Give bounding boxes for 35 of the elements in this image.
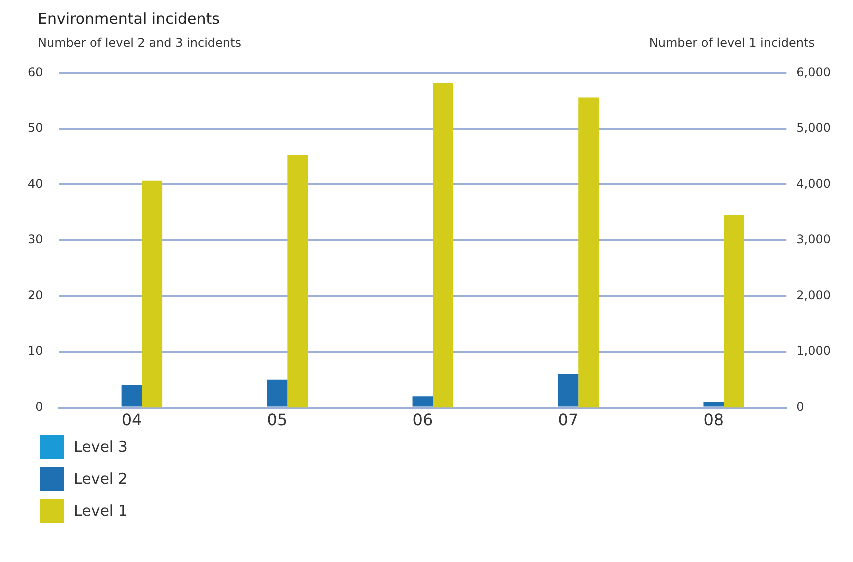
y-tick-label: 40	[28, 176, 44, 191]
y-axis-title: Number of level 2 and 3 incidents	[38, 36, 242, 50]
bar	[288, 155, 308, 408]
chart-title: Environmental incidents	[38, 10, 221, 28]
x-tick-label: 04	[122, 410, 142, 430]
y-tick-label: 0	[36, 400, 44, 414]
y2-tick-label: 4,000	[796, 176, 832, 191]
y2-tick-label: 2,000	[796, 288, 832, 302]
bar	[578, 98, 599, 408]
bar	[433, 83, 454, 408]
x-tick-label: 06	[412, 410, 434, 430]
x-tick-label: 05	[267, 410, 288, 430]
y2-tick-label: 1,000	[796, 344, 832, 358]
y-tick-label: 10	[28, 344, 44, 358]
legend-label: Level 1	[74, 502, 128, 520]
y2-tick-label: 5,000	[796, 121, 832, 136]
bar	[704, 402, 724, 407]
bar	[142, 180, 163, 408]
y-tick-label: 30	[28, 232, 44, 247]
bar	[267, 380, 288, 407]
bar	[724, 215, 744, 408]
y-tick-label: 60	[28, 65, 44, 80]
y2-tick-label: 0	[796, 400, 804, 414]
x-tick-label: 08	[704, 410, 724, 430]
bar	[122, 385, 142, 407]
y2-tick-label: 6,000	[796, 65, 832, 80]
y-tick-label: 20	[28, 288, 44, 302]
bar	[558, 374, 579, 407]
legend-label: Level 3	[74, 438, 128, 456]
legend-label: Level 2	[74, 470, 128, 488]
bar	[412, 396, 434, 407]
x-tick-label: 07	[558, 410, 579, 430]
y2-tick-label: 3,000	[796, 232, 832, 247]
y-tick-label: 50	[28, 121, 44, 136]
y2-axis-title: Number of level 1 incidents	[649, 36, 815, 50]
